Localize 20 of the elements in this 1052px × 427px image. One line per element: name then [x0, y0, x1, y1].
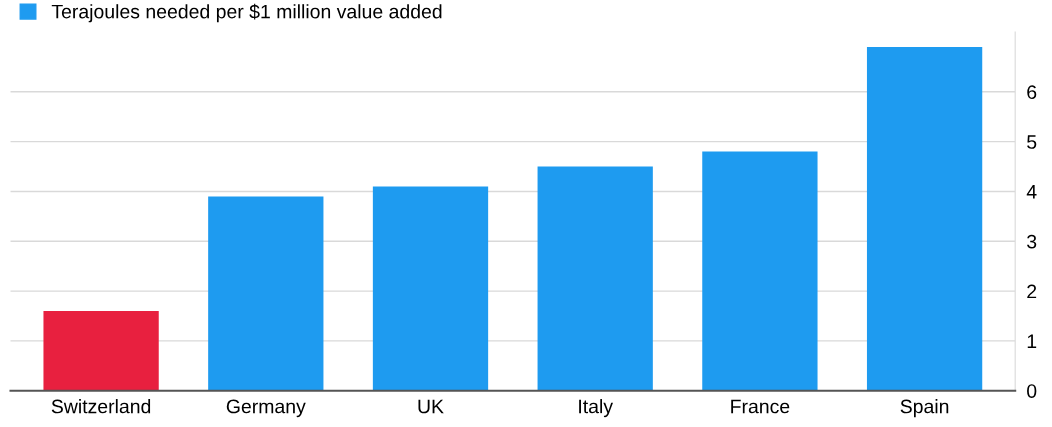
y-tick-label: 6	[1027, 85, 1037, 100]
bar	[208, 196, 324, 391]
x-tick-label: Germany	[226, 399, 306, 418]
y-tick-label: 2	[1027, 284, 1037, 299]
x-tick-label: France	[731, 399, 790, 414]
bar	[372, 186, 489, 391]
bar	[866, 46, 983, 391]
bar	[702, 151, 818, 391]
legend-label: Terajoules needed per $1 million value added	[51, 3, 442, 23]
y-tick-label: 5	[1027, 135, 1037, 149]
x-tick-label: Spain	[900, 399, 949, 418]
y-tick-label: 1	[1027, 334, 1037, 348]
bar	[43, 311, 159, 391]
x-tick-label: Italy	[579, 399, 613, 418]
y-tick-label: 3	[1027, 234, 1037, 249]
bar	[537, 166, 653, 391]
y-tick-label: 4	[1026, 185, 1037, 199]
x-tick-label: UK	[418, 399, 444, 414]
x-tick-label: Switzerland	[51, 399, 151, 414]
y-tick-label: 0	[1027, 384, 1037, 398]
